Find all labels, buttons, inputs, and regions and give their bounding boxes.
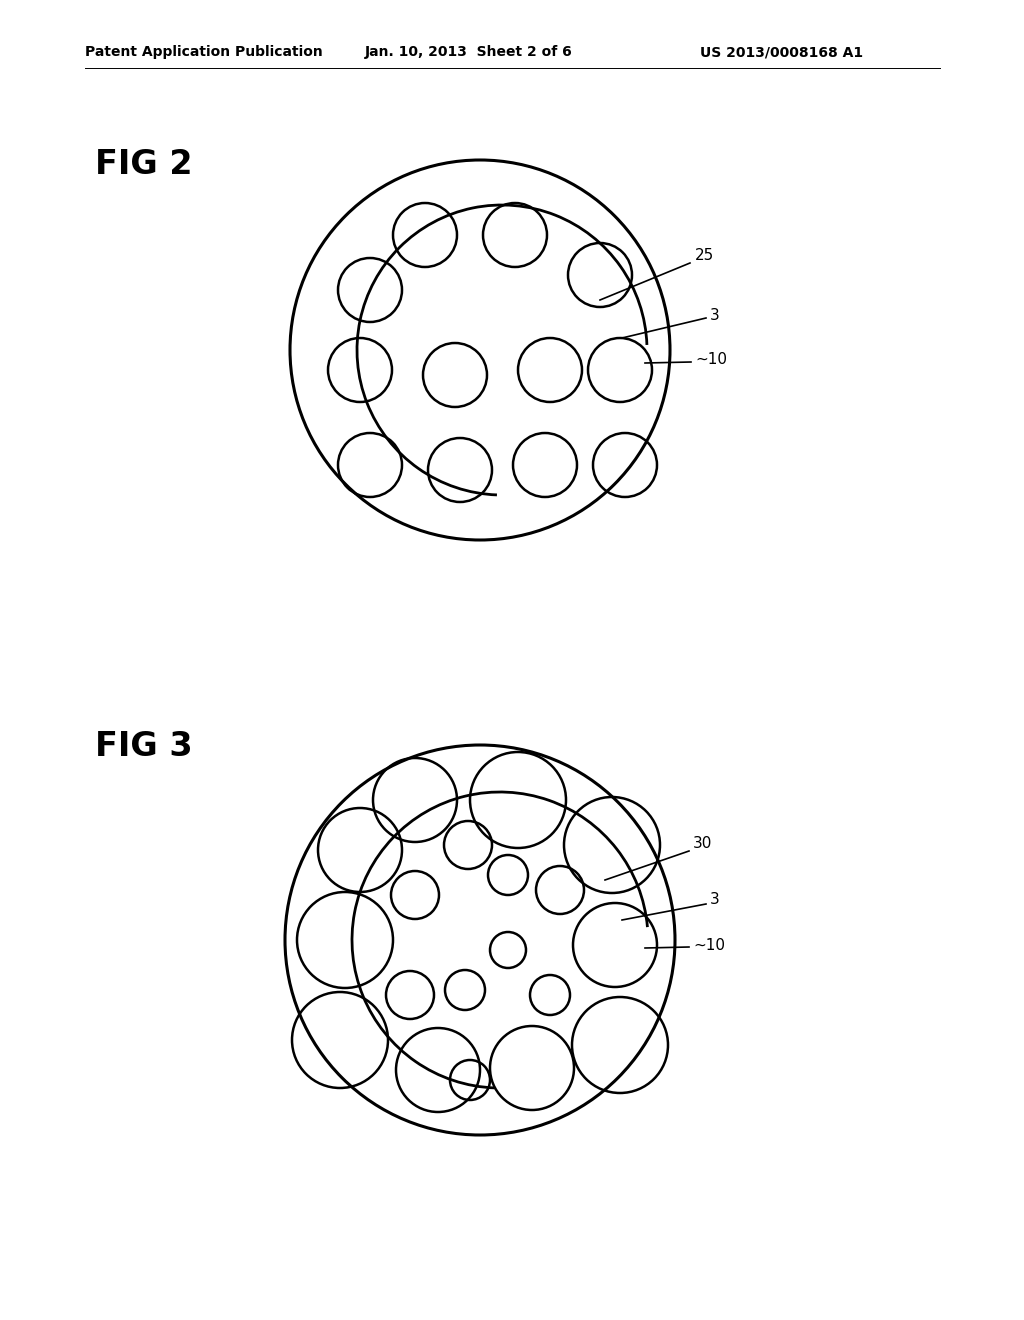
Text: 3: 3: [710, 892, 720, 908]
Text: FIG 3: FIG 3: [95, 730, 193, 763]
Text: ~10: ~10: [695, 352, 727, 367]
Text: 3: 3: [710, 308, 720, 322]
Text: 25: 25: [695, 248, 715, 263]
Text: US 2013/0008168 A1: US 2013/0008168 A1: [700, 45, 863, 59]
Text: Patent Application Publication: Patent Application Publication: [85, 45, 323, 59]
Text: Jan. 10, 2013  Sheet 2 of 6: Jan. 10, 2013 Sheet 2 of 6: [365, 45, 572, 59]
Text: 30: 30: [693, 836, 713, 850]
Text: FIG 2: FIG 2: [95, 148, 193, 181]
Text: ~10: ~10: [693, 937, 725, 953]
